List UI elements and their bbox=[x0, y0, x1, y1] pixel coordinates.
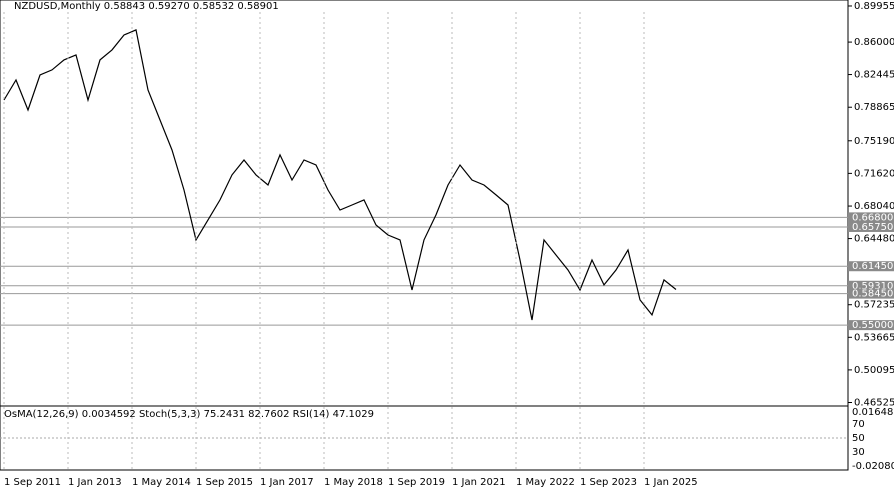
level-label: 0.59310 bbox=[852, 281, 893, 292]
x-tick-label: 1 Jan 2013 bbox=[68, 477, 122, 488]
level-label: 0.66800 bbox=[852, 212, 893, 223]
indicator-axis-label: -0.020807 bbox=[852, 461, 894, 472]
level-tag bbox=[848, 320, 894, 331]
y-tick-label: 0.86000 bbox=[854, 37, 894, 48]
level-label: 0.55000 bbox=[852, 320, 893, 331]
y-tick-label: 0.82445 bbox=[854, 70, 894, 81]
price-line bbox=[3, 29, 677, 321]
y-tick-label: 0.46525 bbox=[854, 397, 894, 408]
indicator-axis-label: 70 bbox=[852, 419, 865, 430]
x-tick-label: 1 Sep 2015 bbox=[196, 477, 253, 488]
level-tag bbox=[848, 280, 894, 291]
indicator-axis-label: 0.016482 bbox=[852, 407, 894, 418]
y-tick-label: 0.68040 bbox=[854, 201, 894, 212]
indicator-axis-label: 30 bbox=[852, 447, 865, 458]
x-tick-label: 1 May 2022 bbox=[516, 477, 575, 488]
indicator-title: OsMA(12,26,9) 0.0034592 Stoch(5,3,3) 75.… bbox=[4, 409, 374, 420]
x-tick-label: 1 Jan 2025 bbox=[644, 477, 698, 488]
x-tick-label: 1 Jan 2021 bbox=[452, 477, 506, 488]
y-tick-label: 0.75190 bbox=[854, 136, 894, 147]
y-tick-label: 0.57235 bbox=[854, 300, 894, 311]
x-tick-label: 1 Jan 2017 bbox=[260, 477, 314, 488]
x-tick-label: 1 May 2014 bbox=[132, 477, 191, 488]
level-label: 0.61450 bbox=[852, 261, 893, 272]
y-tick-label: 0.78865 bbox=[854, 102, 894, 113]
plot-frame bbox=[0, 0, 849, 471]
indicator-axis-label: 50 bbox=[852, 433, 865, 444]
level-label: 0.65750 bbox=[852, 222, 893, 233]
level-label: 0.58450 bbox=[852, 289, 893, 300]
x-tick-label: 1 Sep 2011 bbox=[4, 477, 61, 488]
y-tick-label: 0.71620 bbox=[854, 168, 894, 179]
level-tag bbox=[848, 212, 894, 223]
x-tick-label: 1 Sep 2023 bbox=[580, 477, 637, 488]
level-tag bbox=[848, 288, 894, 299]
x-tick-label: 1 May 2018 bbox=[324, 477, 383, 488]
chart-title: NZDUSD,Monthly 0.58843 0.59270 0.58532 0… bbox=[14, 1, 279, 12]
level-tag bbox=[848, 261, 894, 272]
y-tick-label: 0.64480 bbox=[854, 234, 894, 245]
level-tag bbox=[848, 221, 894, 232]
y-tick-label: 0.89955 bbox=[854, 1, 894, 12]
x-tick-label: 1 Sep 2019 bbox=[388, 477, 445, 488]
y-tick-label: 0.53665 bbox=[854, 332, 894, 343]
y-tick-label: 0.50095 bbox=[854, 365, 894, 376]
